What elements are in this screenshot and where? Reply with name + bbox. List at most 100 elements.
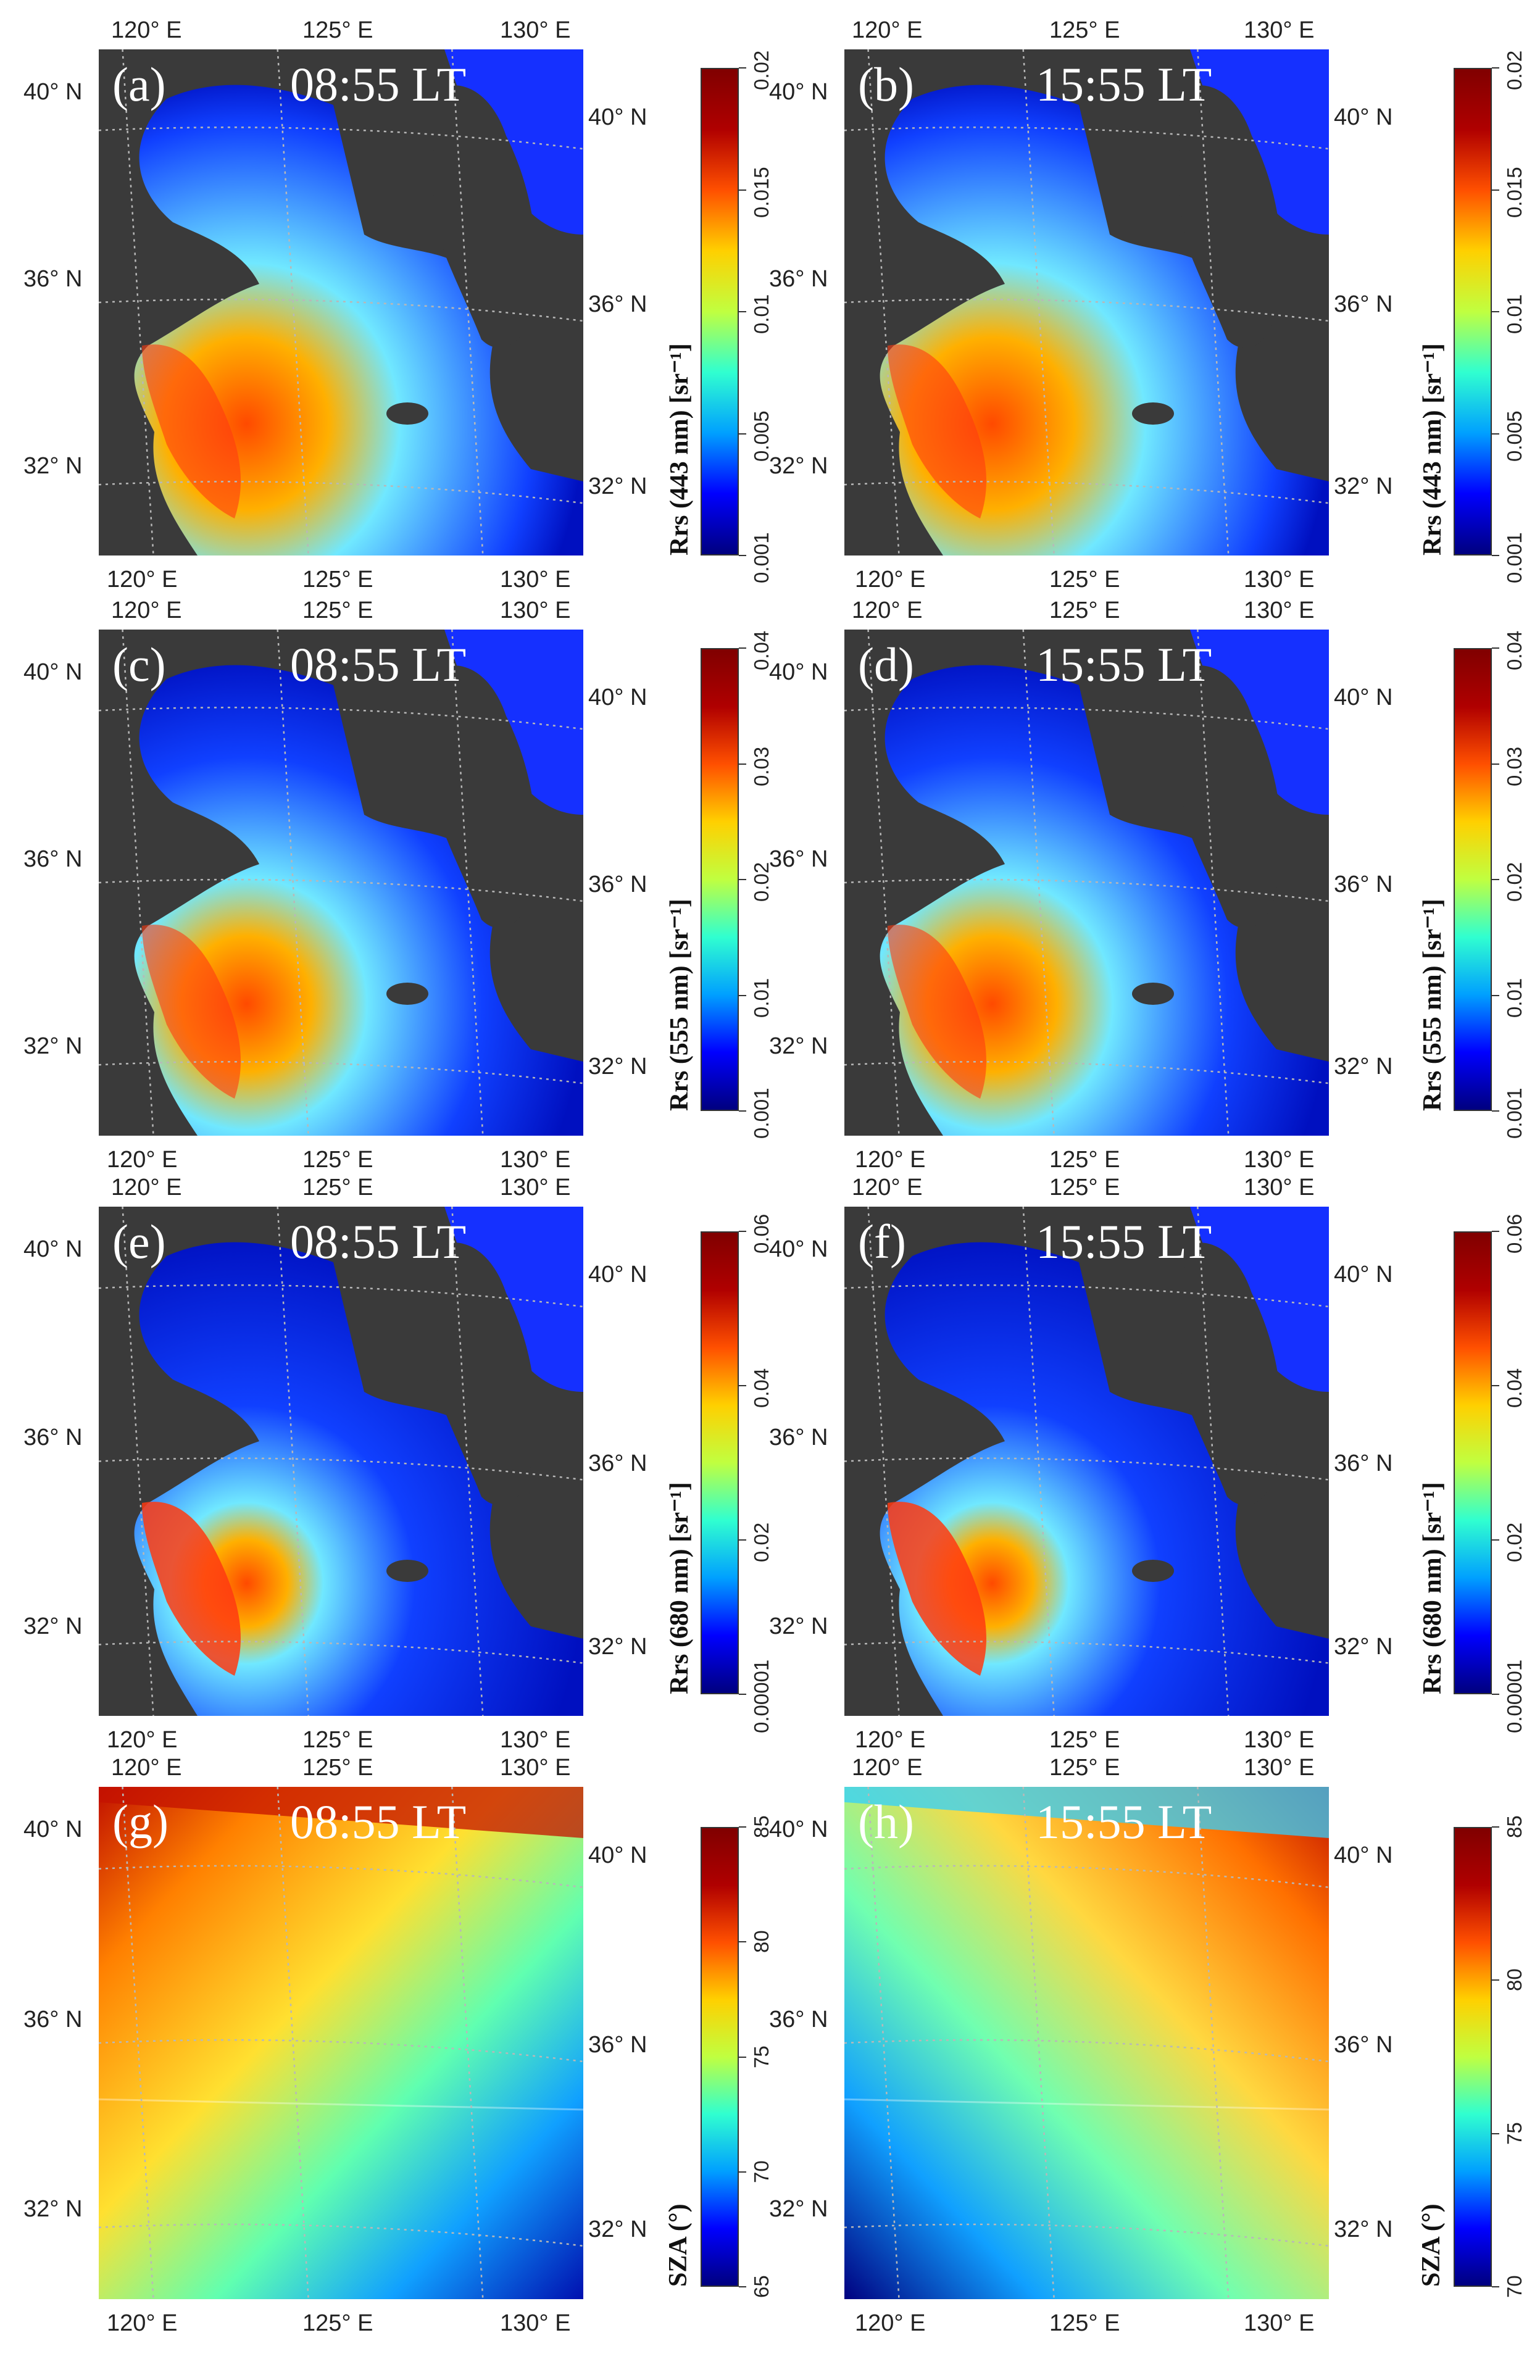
- colorbar-tick-mark: [739, 879, 746, 880]
- graticule: [99, 1787, 583, 2299]
- lat-tick-right: 40° N: [588, 1842, 647, 1868]
- korea-peninsula: [433, 665, 536, 928]
- colorbar-tick-mark: [1492, 311, 1499, 312]
- sza-strip: [844, 1787, 1329, 1838]
- lon-tick-top: 125° E: [302, 17, 373, 43]
- colorbar-tick-mark: [739, 763, 746, 765]
- lon-tick-top: 120° E: [111, 597, 182, 623]
- map-svg-f: [844, 1207, 1329, 1716]
- lat-tick-left: 36° N: [769, 846, 828, 872]
- lat-tick-left: 32° N: [23, 1033, 83, 1060]
- lat-tick-left: 36° N: [23, 1425, 83, 1451]
- lat-tick-right: 32° N: [1334, 473, 1393, 500]
- colorbar-tick-label: 0.02: [750, 1522, 773, 1562]
- lon-tick-top: 130° E: [1244, 17, 1315, 43]
- colorbar-tick-mark: [739, 2171, 746, 2173]
- lon-tick-bottom: 125° E: [302, 1727, 373, 1753]
- panel-label-a: (a): [112, 57, 166, 111]
- colorbar-tick-mark: [1492, 1826, 1499, 1828]
- colorbar-tick-mark: [739, 1385, 746, 1386]
- korea-peninsula: [1178, 85, 1281, 348]
- lon-tick-bottom: 125° E: [302, 567, 373, 593]
- graticule: [99, 630, 583, 1136]
- lon-tick-bottom: 130° E: [500, 1147, 571, 1173]
- lon-tick-bottom: 130° E: [1244, 1147, 1315, 1173]
- colorbar-title-e: Rrs (680 nm) [sr⁻¹]: [665, 1482, 694, 1694]
- lon-tick-bottom: 130° E: [500, 567, 571, 593]
- colorbar-e: [701, 1231, 739, 1694]
- lon-tick-top: 120° E: [852, 1175, 923, 1200]
- lat-tick-right: 36° N: [588, 2032, 647, 2058]
- lat-tick-right: 40° N: [1334, 104, 1393, 130]
- colorbar-tick-label: 0.001: [750, 532, 773, 583]
- time-label-b: 15:55 LT: [1036, 57, 1212, 111]
- colorbar-tick-label: 0.01: [750, 978, 773, 1018]
- lat-tick-right: 32° N: [588, 473, 647, 500]
- coastal-turbid-water: [142, 925, 241, 1099]
- colorbar-a: [701, 68, 739, 555]
- colorbar-tick-label: 0.04: [750, 1368, 773, 1408]
- lon-tick-top: 125° E: [302, 597, 373, 623]
- lat-tick-left: 32° N: [769, 1613, 828, 1639]
- colorbar-c: [701, 648, 739, 1111]
- sea-area: [134, 1242, 583, 1716]
- colorbar-tick-mark: [1492, 1539, 1499, 1541]
- colorbar-tick-label: 0.005: [1503, 410, 1526, 462]
- colorbar-tick-mark: [1492, 1385, 1499, 1386]
- lon-tick-bottom: 125° E: [302, 2310, 373, 2336]
- lon-tick-bottom: 130° E: [500, 1727, 571, 1753]
- colorbar-tick-mark: [739, 311, 746, 312]
- panel-label-d: (d): [858, 638, 914, 691]
- colorbar-tick-mark: [739, 1694, 746, 1695]
- lon-tick-top: 130° E: [500, 1175, 571, 1200]
- colorbar-f: [1454, 1231, 1492, 1694]
- lon-tick-bottom: 120° E: [855, 2310, 926, 2336]
- sza-band-edge: [844, 2098, 1329, 2111]
- lat-tick-left: 32° N: [769, 453, 828, 480]
- lon-tick-top: 120° E: [852, 1755, 923, 1781]
- lat-tick-left: 40° N: [23, 78, 83, 105]
- lon-tick-bottom: 130° E: [1244, 2310, 1315, 2336]
- colorbar-tick-label: 70: [1503, 2275, 1526, 2298]
- lat-tick-right: 32° N: [588, 2216, 647, 2242]
- colorbar-tick-label: 0.015: [1503, 166, 1526, 218]
- lat-tick-left: 36° N: [769, 266, 828, 292]
- colorbar-title-b: Rrs (443 nm) [sr⁻¹]: [1418, 343, 1447, 555]
- lat-tick-right: 32° N: [1334, 1054, 1393, 1080]
- graticule: [844, 1207, 1329, 1716]
- map-area-e: [99, 1207, 583, 1716]
- lat-tick-right: 36° N: [1334, 2032, 1393, 2058]
- lat-tick-left: 32° N: [769, 2195, 828, 2222]
- lon-tick-top: 125° E: [1049, 1175, 1120, 1200]
- colorbar-title-g: SZA (°): [664, 2203, 693, 2287]
- korea-peninsula: [1178, 665, 1281, 928]
- colorbar-tick-mark: [1492, 67, 1499, 69]
- lon-tick-top: 125° E: [302, 1755, 373, 1781]
- lon-tick-top: 125° E: [302, 1175, 373, 1200]
- colorbar-tick-label: 85: [1503, 1815, 1526, 1838]
- colorbar-tick-label: 0.01: [1503, 978, 1526, 1018]
- lon-tick-top: 130° E: [1244, 597, 1315, 623]
- coastal-turbid-water: [888, 1502, 986, 1676]
- lon-tick-top: 120° E: [111, 1755, 182, 1781]
- colorbar-tick-mark: [739, 555, 746, 556]
- korea-peninsula: [433, 1242, 536, 1505]
- time-label-d: 15:55 LT: [1036, 638, 1212, 691]
- map-svg-h: [844, 1787, 1329, 2299]
- colorbar-tick-label: 0.00001: [1503, 1659, 1526, 1733]
- colorbar-g: [701, 1827, 739, 2287]
- lat-tick-left: 36° N: [23, 266, 83, 292]
- colorbar-tick-mark: [739, 189, 746, 191]
- colorbar-tick-mark: [1492, 555, 1499, 556]
- colorbar-tick-mark: [1492, 763, 1499, 765]
- colorbar-tick-mark: [739, 1539, 746, 1541]
- map-area-c: [99, 630, 583, 1136]
- colorbar-tick-label: 0.001: [1503, 532, 1526, 583]
- colorbar-tick-mark: [739, 1110, 746, 1112]
- lat-tick-right: 32° N: [1334, 1633, 1393, 1660]
- lon-tick-bottom: 120° E: [107, 1147, 178, 1173]
- lat-tick-right: 36° N: [1334, 291, 1393, 317]
- colorbar-tick-label: 0.02: [1503, 50, 1526, 90]
- lat-tick-left: 40° N: [769, 1816, 828, 1843]
